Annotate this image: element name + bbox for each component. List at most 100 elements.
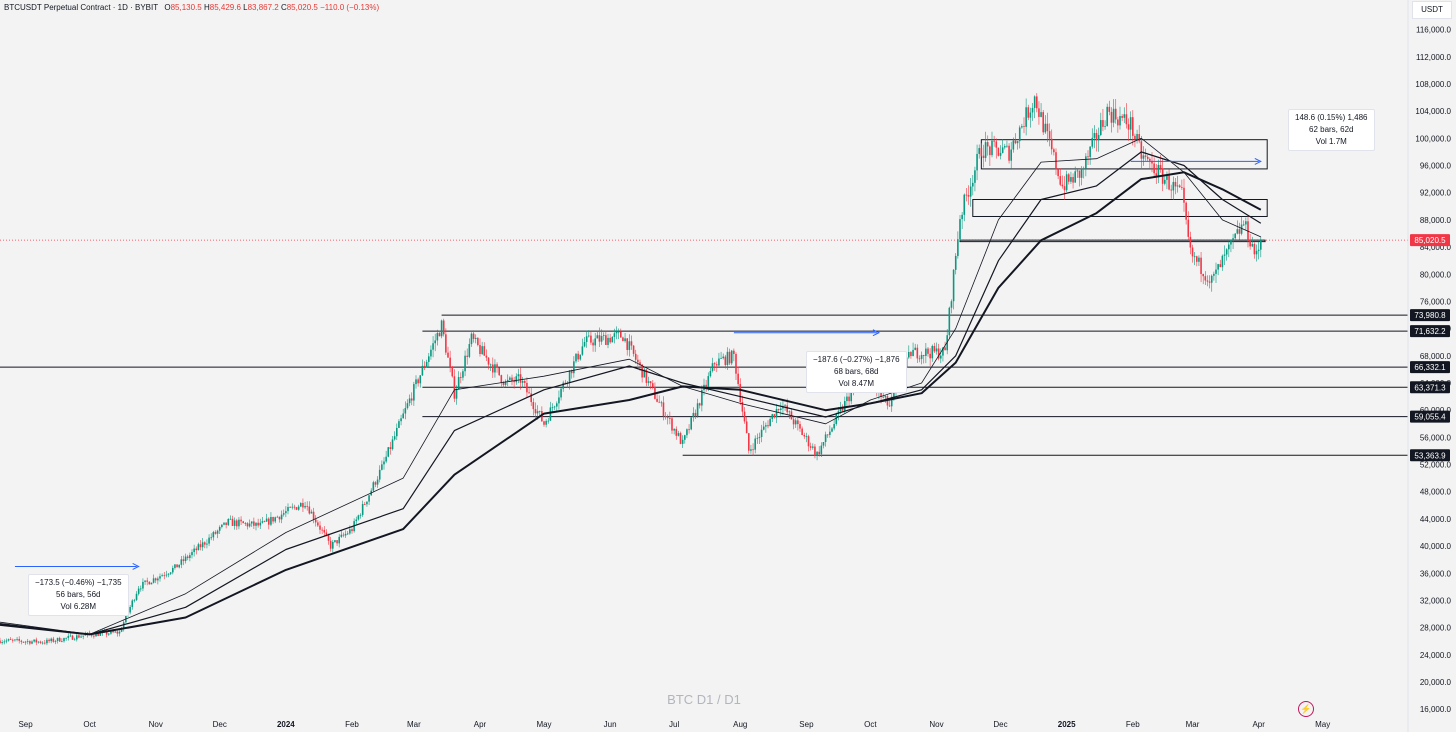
candle-body [769,418,771,427]
last-price-label-bg [1410,234,1450,247]
level-label: 66,332.1 [1414,363,1446,372]
measure-box-1-line: Vol 6.28M [60,602,97,611]
candle-body [688,429,690,431]
candle-body [545,420,547,425]
candle-body [385,456,387,462]
candle-body [1080,168,1083,178]
candle-body [1236,229,1239,234]
candle-body [257,522,259,526]
flash-icon[interactable]: ⚡ [1298,701,1314,717]
candle-body [31,641,33,644]
candle-body [613,333,616,337]
candle-body [278,516,281,520]
level-label-bg [1410,449,1450,462]
x-tick-label: Apr [474,720,487,729]
candle-body [297,506,300,510]
candle-body [1168,175,1170,190]
candle-body [148,581,151,585]
moving-average-line-2 [0,151,1262,635]
candle-body [997,147,1000,156]
candle-body [1091,137,1094,147]
candle-body [639,362,641,365]
candle-body [1176,185,1179,187]
candle-body [677,433,680,436]
candle-body [150,582,153,585]
candle-body [398,421,400,428]
candle-body [905,357,908,368]
y-tick-label: 116,000.0 [1416,26,1452,35]
candle-body [1174,181,1177,187]
candle-body [920,354,923,359]
candle-body [1206,280,1209,282]
candle-body [745,421,748,434]
low-label: L [243,3,248,12]
candle-body [750,449,752,451]
candle-body [562,382,564,389]
candle-body [1029,112,1032,118]
candle-body [1059,176,1062,185]
candle-body [321,529,323,531]
candle-body [1065,174,1068,191]
candle-body [1234,233,1236,239]
candle-body [372,482,375,491]
measure-box-1-line: −173.5 (−0.46%) −1,735 [35,578,122,587]
candle-body [76,635,78,640]
measure-box-3[interactable]: 148.6 (0.15%) 1,486 62 bars, 62d Vol 1.7… [1288,109,1375,151]
candle-body [724,356,727,365]
candle-body [105,631,108,635]
candle-body [438,333,441,337]
y-tick-label: 100,000.0 [1415,134,1451,143]
rectangle-zones [959,139,1268,243]
candle-body [812,446,814,448]
candle-body [240,519,242,522]
candle-body [1055,152,1057,170]
candle-body [950,301,953,308]
candle-body [1089,146,1091,158]
candle-body [1140,141,1143,159]
candle-body [524,381,526,383]
candle-body [293,506,296,508]
candle-body [1102,120,1104,127]
measure-box-1[interactable]: −173.5 (−0.46%) −1,735 56 bars, 56d Vol … [28,574,129,616]
candle-body [430,349,432,357]
candle-body [477,337,479,345]
measure-box-3-line: 148.6 (0.15%) 1,486 [1295,113,1368,122]
level-label: 53,363.9 [1414,451,1446,460]
candle-body [26,641,29,642]
measure-box-2[interactable]: −187.6 (−0.27%) −1,876 68 bars, 68d Vol … [806,351,907,393]
candle-body [506,379,509,382]
candle-body [366,501,368,505]
candle-body [850,390,852,402]
candle-body [259,522,262,526]
candle-body [197,544,200,551]
candle-body [46,639,48,644]
candle-body [969,186,972,197]
candle-body [1,642,3,644]
candle-body [268,518,270,525]
candle-body [1172,181,1175,191]
candle-body [20,640,23,642]
candle-body [1225,249,1228,255]
candle-body [396,427,398,437]
candle-body [208,537,210,544]
candle-body [1204,276,1207,281]
candle-body [521,381,524,383]
candle-body [596,335,599,339]
candle-body [647,381,650,383]
candle-body [929,353,931,359]
candle-body [519,374,522,383]
candle-body [248,523,251,527]
y-tick-label: 52,000.0 [1420,461,1452,470]
candle-body [756,437,759,439]
candle-body [1050,138,1053,150]
candle-body [696,403,699,416]
candle-body [1251,244,1254,247]
candle-body [1208,281,1211,283]
candle-body [600,336,603,342]
symbol-title[interactable]: BTCUSDT Perpetual Contract · 1D · BYBIT [4,3,159,12]
candle-body [961,214,963,220]
candle-body [641,364,643,378]
candle-body [628,341,631,350]
currency-button[interactable]: USDT [1412,1,1452,19]
